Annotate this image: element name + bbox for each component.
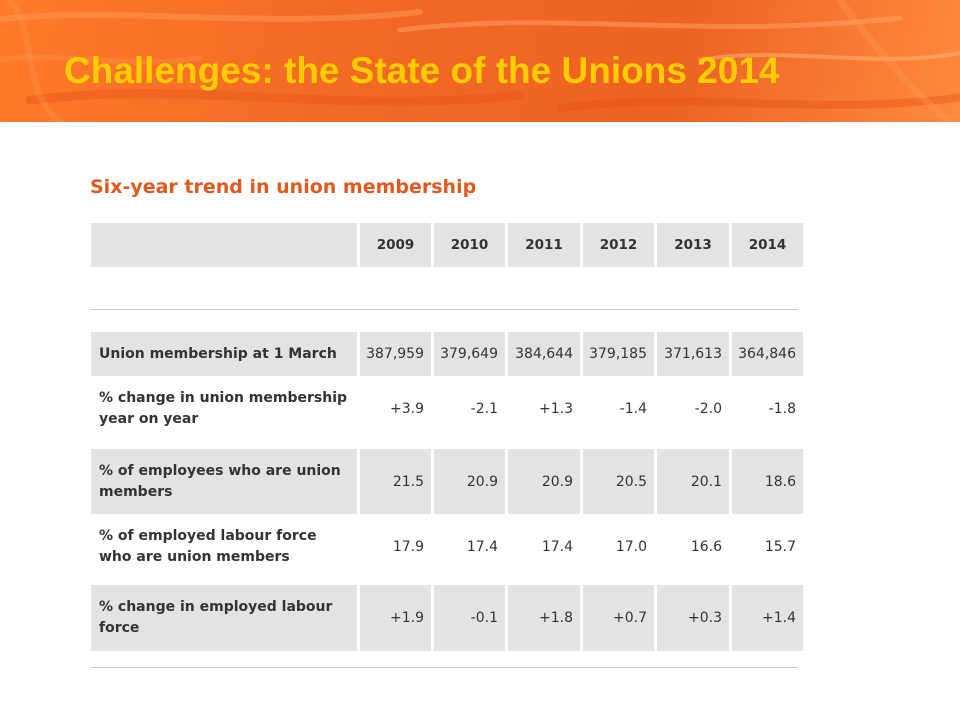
table-cell: 17.0 xyxy=(615,539,647,555)
table-cell: +1.8 xyxy=(508,585,580,651)
table-cell: 384,644 xyxy=(508,332,580,376)
row-label: % of employed labour force who are union… xyxy=(99,528,317,565)
table-cell: +1.9 xyxy=(360,585,431,651)
table-cell: +0.7 xyxy=(583,585,654,651)
table-cell: 17.9 xyxy=(392,539,424,555)
table-cell: 20.9 xyxy=(508,449,580,514)
table-cell: -1.4 xyxy=(619,401,647,417)
divider xyxy=(91,309,798,310)
year-header: 2014 xyxy=(732,223,803,267)
table-cell: 15.7 xyxy=(764,539,796,555)
table-cell: 18.6 xyxy=(732,449,803,514)
table-cell: 371,613 xyxy=(657,332,729,376)
slide-title: Challenges: the State of the Unions 2014 xyxy=(64,50,780,91)
table-cell: 20.5 xyxy=(583,449,654,514)
year-header: 2012 xyxy=(583,223,654,267)
table-cell: -0.1 xyxy=(434,585,505,651)
year-header: 2010 xyxy=(434,223,505,267)
table-cell: 21.5 xyxy=(360,449,431,514)
row-label: % change in union membership year on yea… xyxy=(99,390,348,427)
divider xyxy=(91,667,798,668)
table-cell: 20.1 xyxy=(657,449,729,514)
table-title: Six-year trend in union membership xyxy=(90,176,477,198)
table-cell: 379,185 xyxy=(583,332,654,376)
table-cell: 17.4 xyxy=(466,539,498,555)
table-cell: -2.0 xyxy=(694,401,722,417)
table-cell: 379,649 xyxy=(434,332,505,376)
table-cell: +1.3 xyxy=(539,401,573,417)
table-cell: -2.1 xyxy=(470,401,498,417)
table-cell: 364,846 xyxy=(732,332,803,376)
table-cell: 387,959 xyxy=(360,332,431,376)
table-cell: +0.3 xyxy=(657,585,729,651)
table-cell: 20.9 xyxy=(434,449,505,514)
brush-texture xyxy=(0,0,960,122)
table-cell: +1.4 xyxy=(732,585,803,651)
header-label-cell xyxy=(91,223,357,267)
row-label: Union membership at 1 March xyxy=(91,332,357,376)
row-label: % change in employed labour force xyxy=(91,585,357,651)
table-cell: 17.4 xyxy=(541,539,573,555)
header-banner: Challenges: the State of the Unions 2014 xyxy=(0,0,960,122)
table-cell: +3.9 xyxy=(390,401,424,417)
year-header: 2013 xyxy=(657,223,729,267)
year-header: 2011 xyxy=(508,223,580,267)
table-cell: -1.8 xyxy=(768,401,796,417)
row-label: % of employees who are union members xyxy=(91,449,357,514)
year-header: 2009 xyxy=(360,223,431,267)
table-cell: 16.6 xyxy=(690,539,722,555)
